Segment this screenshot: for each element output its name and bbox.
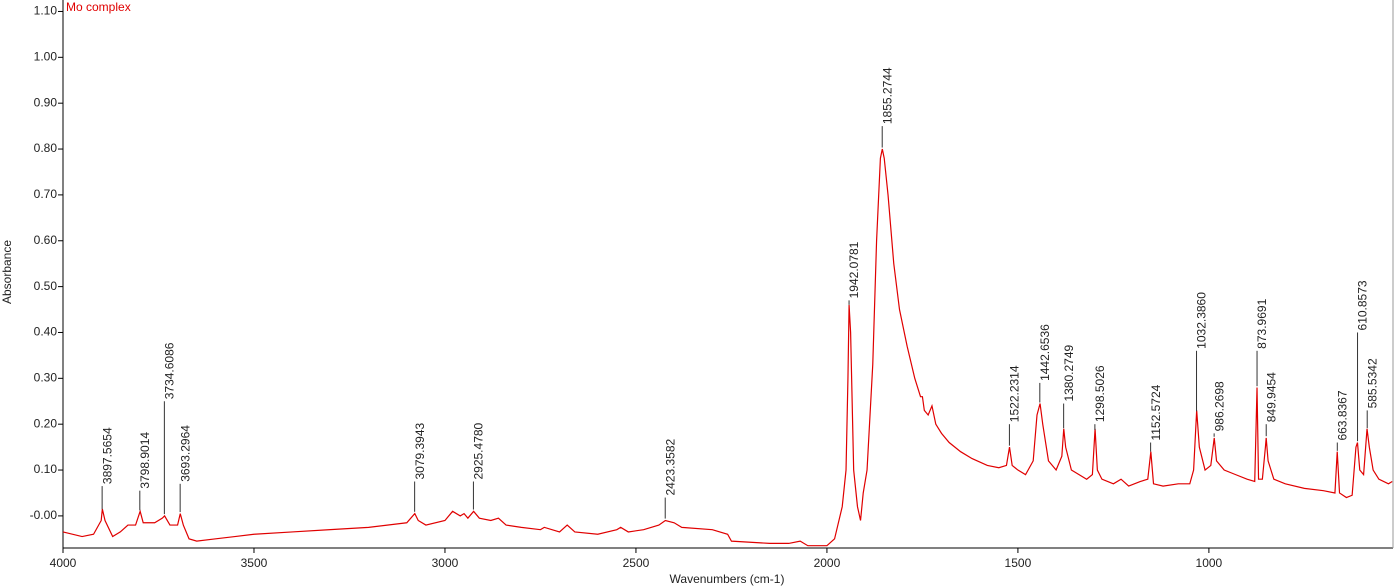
x-tick-label: 1000 (1196, 556, 1223, 570)
peak-label: 1442.6536 (1038, 324, 1052, 381)
y-tick-label: 0.40 (34, 325, 58, 339)
peak-label: 3693.2964 (178, 425, 192, 482)
y-tick-label: 0.80 (34, 141, 58, 155)
y-tick-label: 0.70 (34, 187, 58, 201)
peak-label: 610.8573 (1356, 280, 1370, 330)
x-tick-label: 2500 (623, 556, 650, 570)
peak-label: 3734.6086 (163, 342, 177, 399)
y-tick-label: -0.00 (30, 508, 58, 522)
y-tick-label: 1.00 (34, 49, 58, 63)
spectrum-line (62, 148, 1393, 547)
y-tick-label: 0.50 (34, 279, 58, 293)
y-axis-label: Absorbance (0, 240, 14, 304)
peak-label: 2423.3582 (663, 439, 677, 496)
y-tick-label: 0.30 (34, 370, 58, 384)
peak-label: 663.8367 (1335, 390, 1349, 440)
peak-label: 1855.2744 (880, 67, 894, 124)
peak-label: 1298.5026 (1093, 365, 1107, 422)
x-tick-label: 1500 (1005, 556, 1032, 570)
x-tick-label: 2000 (814, 556, 841, 570)
peak-label: 1152.5724 (1149, 384, 1163, 440)
x-tick-label: 3500 (241, 556, 268, 570)
peak-label: 1032.3860 (1195, 292, 1209, 349)
x-tick-label: 4000 (50, 556, 77, 570)
x-axis-label: Wavenumbers (cm-1) (670, 572, 785, 586)
peak-label: 3079.3943 (413, 422, 427, 479)
y-tick-label: 0.60 (34, 233, 58, 247)
y-tick-label: 0.90 (34, 95, 58, 109)
peak-label: 873.9691 (1255, 298, 1269, 348)
series-label: Mo complex (66, 0, 131, 14)
peak-label: 1380.2749 (1062, 344, 1076, 401)
peak-label: 3897.5654 (100, 427, 114, 484)
x-tick-label: 3000 (432, 556, 459, 570)
y-tick-label: 0.20 (34, 416, 58, 430)
peak-label: 849.9454 (1264, 372, 1278, 422)
peak-label: 1522.2314 (1008, 365, 1022, 422)
peak-label: 585.5342 (1365, 358, 1379, 408)
y-tick-label: 0.10 (34, 462, 58, 476)
peak-label: 2925.4780 (472, 422, 486, 479)
y-tick-label: 1.10 (34, 4, 58, 18)
peak-label: 3798.9014 (138, 432, 152, 489)
peak-label: 1942.0781 (847, 241, 861, 298)
peak-label: 986.2698 (1212, 381, 1226, 431)
